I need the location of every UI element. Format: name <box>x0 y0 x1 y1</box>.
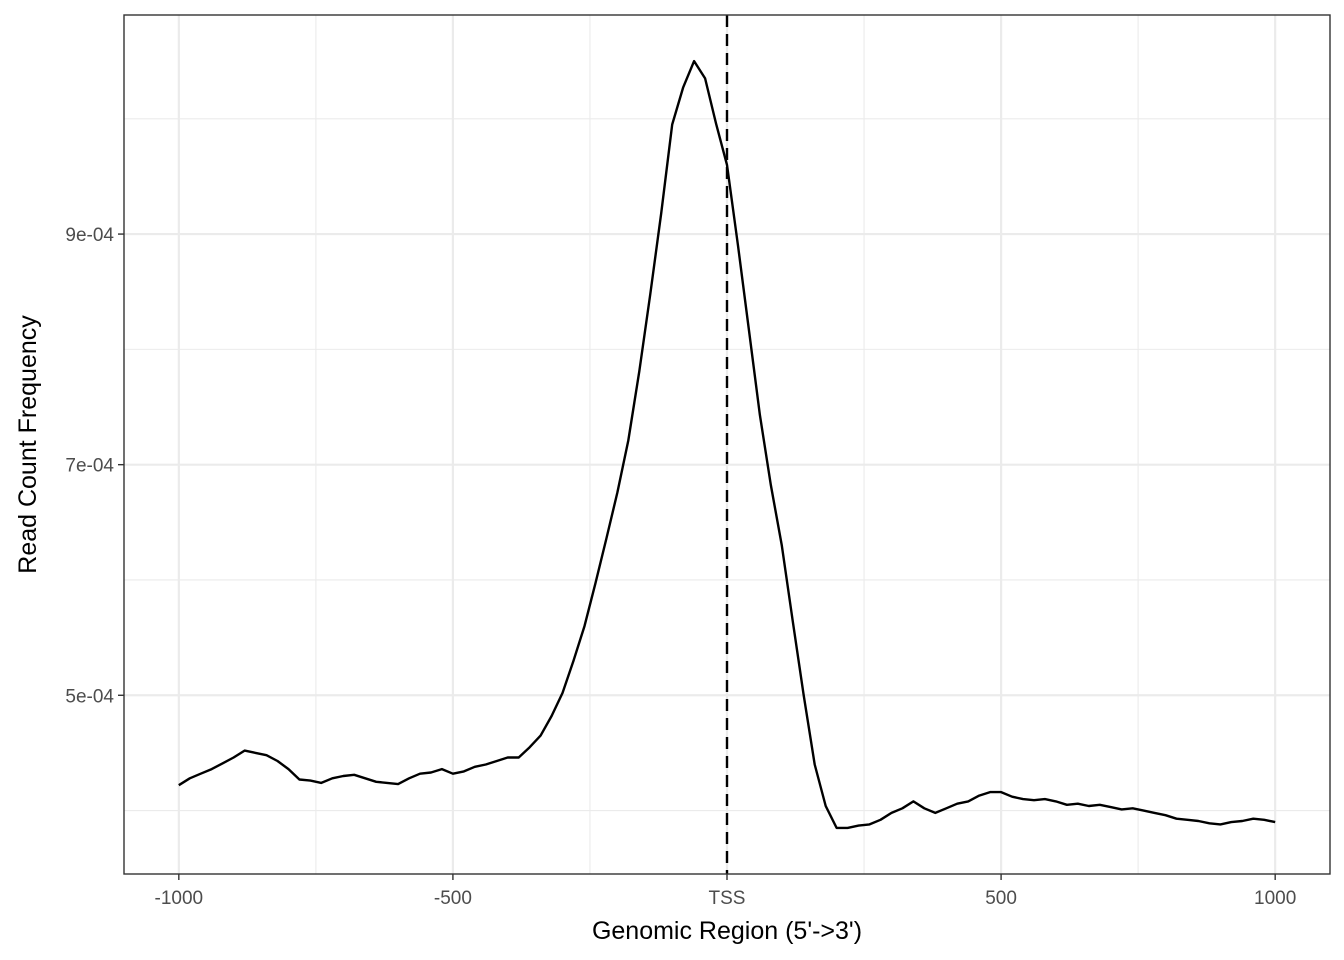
x-tick-label: -500 <box>434 888 472 909</box>
x-axis-title: Genomic Region (5'->3') <box>592 917 862 945</box>
y-axis-title: Read Count Frequency <box>14 315 42 574</box>
x-tick-label: TSS <box>709 888 746 909</box>
x-tick-label: -1000 <box>155 888 204 909</box>
y-axis: 5e-04 7e-04 9e-04 <box>65 225 124 707</box>
x-tick-label: 1000 <box>1254 888 1296 909</box>
y-tick-label: 9e-04 <box>65 225 114 246</box>
x-tick-label: 500 <box>985 888 1017 909</box>
y-tick-label: 7e-04 <box>65 456 114 477</box>
series-line <box>178 59 1276 830</box>
x-axis: -1000 -500 TSS 500 1000 <box>155 874 1296 909</box>
y-tick-label: 5e-04 <box>65 686 114 707</box>
